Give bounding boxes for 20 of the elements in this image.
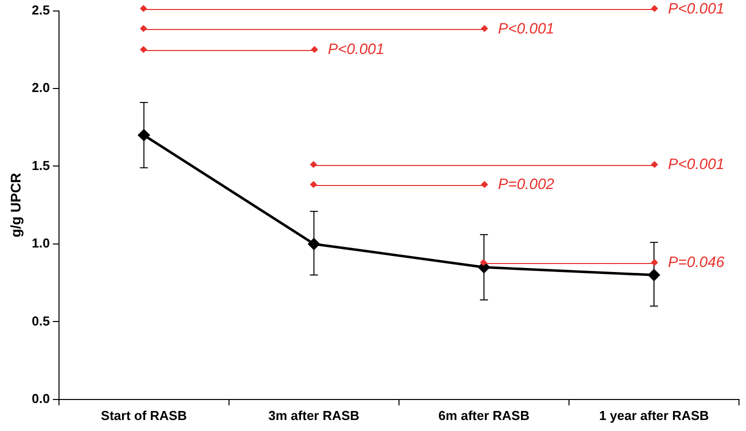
y-tick-label: 1.0 (32, 236, 50, 251)
y-tick-label: 0.0 (32, 390, 50, 406)
annotation: P<0.001 (328, 40, 384, 58)
annotation: P<0.001 (668, 156, 724, 173)
annotation: P<0.001 (668, 0, 724, 18)
y-tick-label: 2.0 (32, 80, 50, 96)
x-tick-label: Start of RASB (100, 408, 187, 423)
x-tick-label: 1 year after RASB (599, 408, 709, 423)
annotation: P<0.001 (498, 20, 554, 38)
y-tick-label: 0.5 (32, 313, 50, 328)
y-tick-label: 1.5 (32, 158, 50, 173)
point (648, 269, 660, 281)
point (308, 238, 320, 250)
y-tick-label: 2.5 (32, 2, 50, 18)
annotation: P=0.046 (668, 254, 725, 271)
y-axis-title: g/g UPCR (7, 172, 24, 238)
x-tick-label: 6m after RASB (438, 408, 530, 423)
point (138, 129, 150, 141)
annotation: P=0.002 (498, 176, 555, 194)
x-tick-label: 3m after RASB (268, 408, 360, 423)
